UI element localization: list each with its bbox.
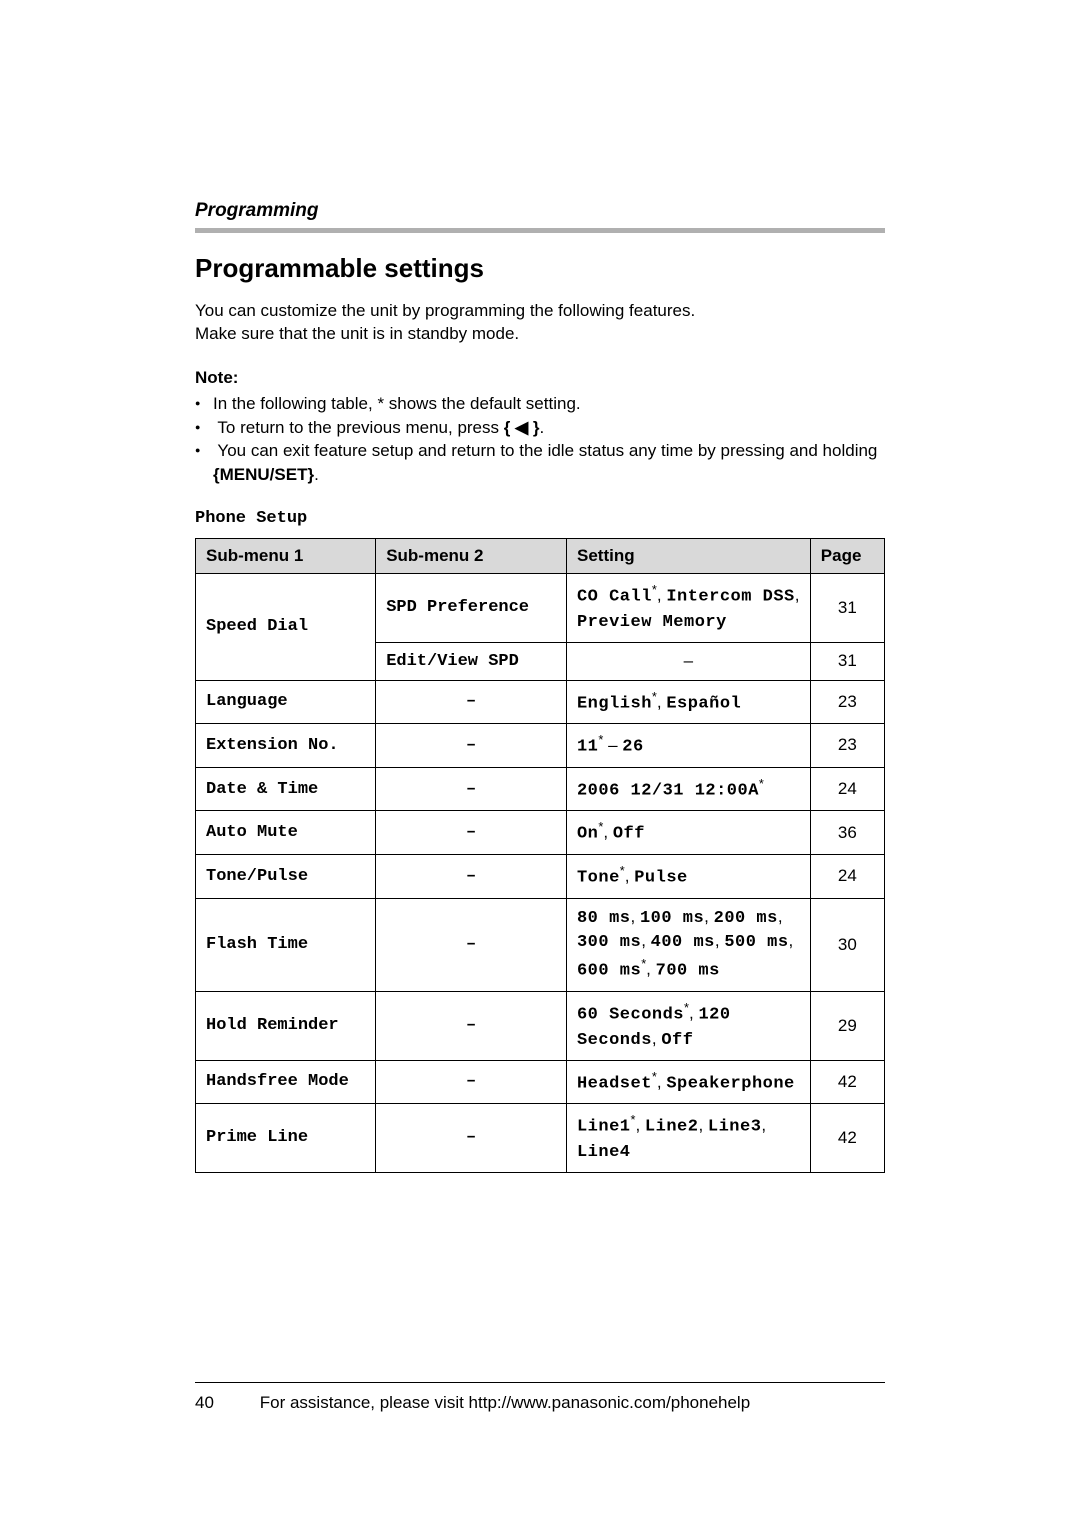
cell-submenu1: Handsfree Mode bbox=[196, 1060, 376, 1104]
cell-setting: 11* – 26 bbox=[566, 724, 810, 768]
table-row: Date & Time–2006 12/31 12:00A*24 bbox=[196, 767, 885, 811]
table-row: Speed DialSPD PreferenceCO Call*, Interc… bbox=[196, 574, 885, 643]
cell-page: 42 bbox=[810, 1104, 884, 1173]
cell-page: 24 bbox=[810, 854, 884, 898]
cell-submenu2: Edit/View SPD bbox=[376, 642, 567, 680]
note-b2-post: . bbox=[540, 418, 545, 437]
table-row: Handsfree Mode–Headset*, Speakerphone42 bbox=[196, 1060, 885, 1104]
note-label: Note: bbox=[195, 368, 885, 388]
table-row: Prime Line–Line1*, Line2, Line3, Line442 bbox=[196, 1104, 885, 1173]
cell-submenu2: – bbox=[376, 767, 567, 811]
left-arrow-key-icon: { ◀ } bbox=[504, 418, 540, 437]
note-bullet-2: To return to the previous menu, press { … bbox=[195, 416, 885, 440]
intro-block: You can customize the unit by programmin… bbox=[195, 300, 885, 346]
page-number: 40 bbox=[195, 1393, 255, 1413]
footer-rule bbox=[195, 1382, 885, 1383]
cell-submenu2: – bbox=[376, 854, 567, 898]
intro-line-1: You can customize the unit by programmin… bbox=[195, 300, 885, 323]
col-header-page: Page bbox=[810, 539, 884, 574]
note-b3-pre: You can exit feature setup and return to… bbox=[217, 441, 877, 460]
cell-page: 29 bbox=[810, 991, 884, 1060]
manual-page: Programming Programmable settings You ca… bbox=[0, 0, 1080, 1528]
cell-page: 30 bbox=[810, 898, 884, 991]
settings-table-body: Speed DialSPD PreferenceCO Call*, Interc… bbox=[196, 574, 885, 1173]
intro-line-2: Make sure that the unit is in standby mo… bbox=[195, 323, 885, 346]
cell-submenu2: – bbox=[376, 724, 567, 768]
note-b3-post: . bbox=[314, 465, 319, 484]
cell-setting: On*, Off bbox=[566, 811, 810, 855]
col-header-setting: Setting bbox=[566, 539, 810, 574]
note-b2-pre: To return to the previous menu, press bbox=[217, 418, 503, 437]
col-header-sub1: Sub-menu 1 bbox=[196, 539, 376, 574]
cell-page: 31 bbox=[810, 642, 884, 680]
table-row: Flash Time–80 ms, 100 ms, 200 ms, 300 ms… bbox=[196, 898, 885, 991]
cell-submenu1: Speed Dial bbox=[196, 574, 376, 680]
cell-submenu2: – bbox=[376, 1060, 567, 1104]
cell-setting: Tone*, Pulse bbox=[566, 854, 810, 898]
cell-setting: English*, Español bbox=[566, 680, 810, 724]
table-row: Auto Mute–On*, Off36 bbox=[196, 811, 885, 855]
cell-submenu1: Extension No. bbox=[196, 724, 376, 768]
cell-submenu2: – bbox=[376, 1104, 567, 1173]
cell-submenu2: – bbox=[376, 811, 567, 855]
cell-submenu1: Hold Reminder bbox=[196, 991, 376, 1060]
table-row: Extension No.–11* – 2623 bbox=[196, 724, 885, 768]
note-bullet-3: You can exit feature setup and return to… bbox=[195, 439, 885, 487]
table-row: Language–English*, Español23 bbox=[196, 680, 885, 724]
section-header: Programming bbox=[195, 200, 885, 222]
cell-setting: – bbox=[566, 642, 810, 680]
cell-submenu1: Prime Line bbox=[196, 1104, 376, 1173]
table-title: Phone Setup bbox=[195, 509, 885, 528]
cell-submenu1: Auto Mute bbox=[196, 811, 376, 855]
cell-submenu1: Language bbox=[196, 680, 376, 724]
header-rule bbox=[195, 228, 885, 233]
cell-setting: 2006 12/31 12:00A* bbox=[566, 767, 810, 811]
cell-setting: 60 Seconds*, 120 Seconds, Off bbox=[566, 991, 810, 1060]
cell-page: 31 bbox=[810, 574, 884, 643]
page-title: Programmable settings bbox=[195, 253, 885, 284]
cell-submenu1: Tone/Pulse bbox=[196, 854, 376, 898]
cell-submenu2: SPD Preference bbox=[376, 574, 567, 643]
table-row: Tone/Pulse–Tone*, Pulse24 bbox=[196, 854, 885, 898]
cell-page: 36 bbox=[810, 811, 884, 855]
settings-table: Sub-menu 1 Sub-menu 2 Setting Page Speed… bbox=[195, 538, 885, 1173]
menu-set-key-icon: {MENU/SET} bbox=[213, 465, 314, 484]
cell-submenu1: Date & Time bbox=[196, 767, 376, 811]
table-row: Hold Reminder–60 Seconds*, 120 Seconds, … bbox=[196, 991, 885, 1060]
cell-submenu1: Flash Time bbox=[196, 898, 376, 991]
cell-setting: Line1*, Line2, Line3, Line4 bbox=[566, 1104, 810, 1173]
cell-setting: CO Call*, Intercom DSS, Preview Memory bbox=[566, 574, 810, 643]
footer-line: 40 For assistance, please visit http://w… bbox=[195, 1393, 885, 1413]
page-footer: 40 For assistance, please visit http://w… bbox=[195, 1382, 885, 1413]
col-header-sub2: Sub-menu 2 bbox=[376, 539, 567, 574]
table-header-row: Sub-menu 1 Sub-menu 2 Setting Page bbox=[196, 539, 885, 574]
cell-submenu2: – bbox=[376, 898, 567, 991]
cell-setting: Headset*, Speakerphone bbox=[566, 1060, 810, 1104]
note-bullet-1: In the following table, * shows the defa… bbox=[195, 392, 885, 416]
assist-text: For assistance, please visit http://www.… bbox=[260, 1393, 750, 1412]
cell-submenu2: – bbox=[376, 680, 567, 724]
note-bullets: In the following table, * shows the defa… bbox=[195, 392, 885, 487]
cell-page: 23 bbox=[810, 680, 884, 724]
cell-submenu2: – bbox=[376, 991, 567, 1060]
cell-setting: 80 ms, 100 ms, 200 ms, 300 ms, 400 ms, 5… bbox=[566, 898, 810, 991]
cell-page: 23 bbox=[810, 724, 884, 768]
cell-page: 42 bbox=[810, 1060, 884, 1104]
cell-page: 24 bbox=[810, 767, 884, 811]
